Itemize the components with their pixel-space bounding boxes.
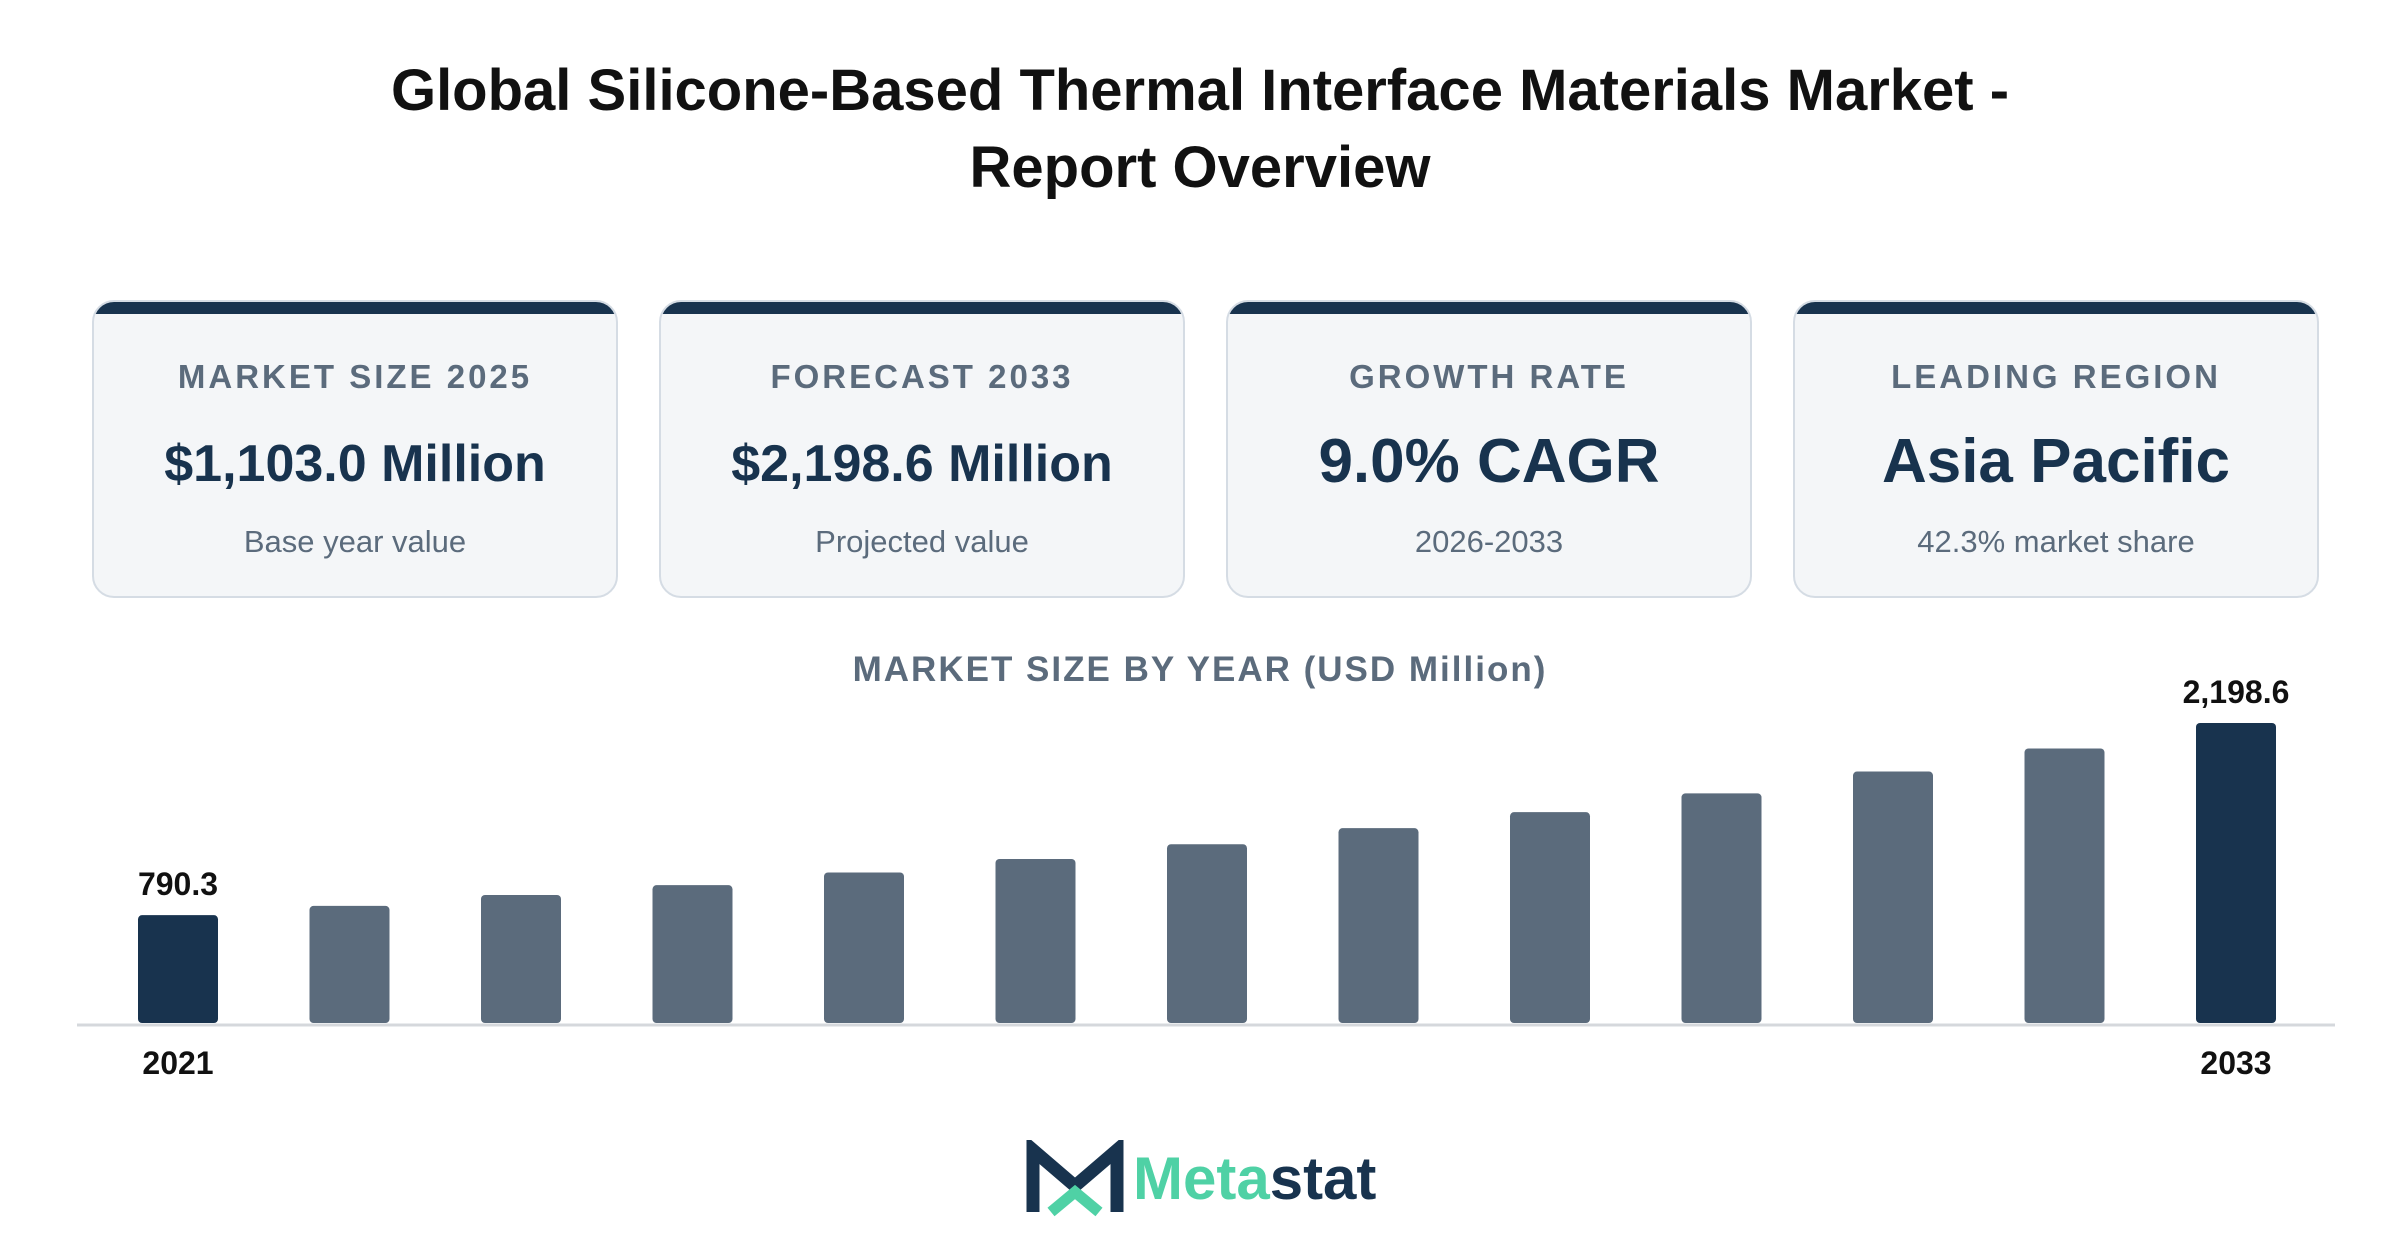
- card-accent-bar: [1228, 302, 1750, 314]
- card-market-size: MARKET SIZE 2025 $1,103.0 Million Base y…: [92, 300, 618, 598]
- card-accent-bar: [1795, 302, 2317, 314]
- bar-2021: [138, 915, 218, 1023]
- card-leading-region: LEADING REGION Asia Pacific 42.3% market…: [1793, 300, 2319, 598]
- card-sub: Projected value: [815, 524, 1029, 559]
- metastat-wordmark: Metastat: [1133, 1144, 1376, 1214]
- card-label: MARKET SIZE 2025: [177, 358, 533, 395]
- bar-2027: [1167, 844, 1247, 1023]
- card-sub: 42.3% market share: [1917, 524, 2195, 559]
- card-sub: Base year value: [243, 524, 467, 559]
- page-title: Global Silicone-Based Thermal Interface …: [0, 52, 2400, 206]
- wordmark-part-2: stat: [1269, 1145, 1377, 1212]
- card-value: Asia Pacific: [1881, 427, 2231, 496]
- card-value: $2,198.6 Million: [731, 435, 1113, 493]
- wordmark-part-1: Meta: [1133, 1145, 1270, 1212]
- data-label-2033: 2,198.6: [2183, 680, 2290, 710]
- metastat-m-logo-icon: [1026, 1140, 1124, 1217]
- bar-2028: [1338, 828, 1419, 1023]
- chart-title: MARKET SIZE BY YEAR (USD Million): [852, 650, 1548, 689]
- card-value: $1,103.0 Million: [164, 435, 546, 493]
- card-label: GROWTH RATE: [1349, 358, 1629, 395]
- card-growth-rate: GROWTH RATE 9.0% CAGR 2026-2033: [1226, 300, 1752, 598]
- bar-2024: [652, 885, 733, 1023]
- card-forecast: FORECAST 2033 $2,198.6 Million Projected…: [659, 300, 1185, 598]
- bar-2030: [1681, 793, 1762, 1023]
- card-label: FORECAST 2033: [770, 358, 1074, 395]
- bar-2033: [2196, 723, 2276, 1023]
- page-title-line-2: Report Overview: [969, 135, 1431, 200]
- card-sub: 2026-2033: [1414, 524, 1564, 559]
- card-label: LEADING REGION: [1891, 358, 2221, 395]
- x-tick-label-2033: 2033: [2200, 1045, 2271, 1081]
- x-tick-label-2021: 2021: [142, 1045, 213, 1081]
- bar-2023: [481, 895, 561, 1023]
- bar-2022: [309, 905, 390, 1023]
- card-value: 9.0% CAGR: [1318, 427, 1660, 496]
- bar-2025: [824, 872, 904, 1023]
- page-title-line-1: Global Silicone-Based Thermal Interface …: [390, 58, 2010, 123]
- data-label-2021: 790.3: [138, 866, 218, 902]
- metastat-logo: Metastat: [1025, 1140, 1395, 1220]
- card-accent-bar: [94, 302, 616, 314]
- market-size-bar-chart: 790.3 2021 2,198.6 2033: [77, 680, 2335, 1081]
- bar-2029: [1510, 812, 1590, 1023]
- bar-2026: [995, 858, 1076, 1023]
- bar-2032: [2024, 748, 2105, 1023]
- card-accent-bar: [661, 302, 1183, 314]
- bar-2031: [1853, 771, 1933, 1023]
